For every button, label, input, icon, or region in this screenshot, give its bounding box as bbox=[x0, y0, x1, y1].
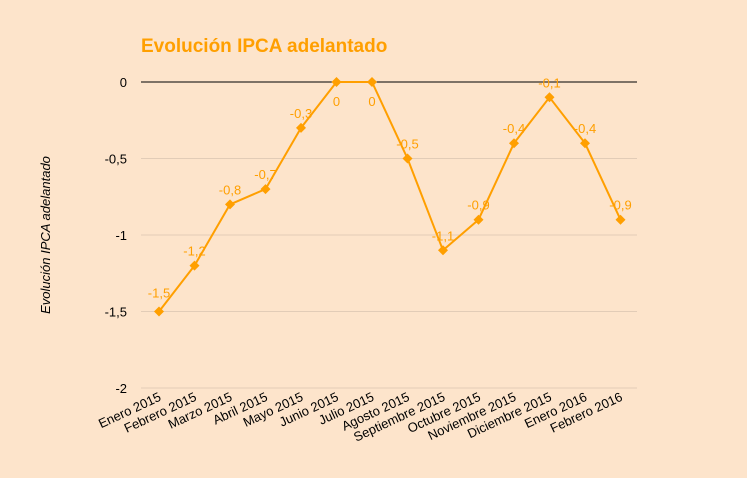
data-label: -1,5 bbox=[148, 286, 170, 301]
data-point bbox=[331, 77, 342, 87]
data-point bbox=[296, 122, 306, 133]
y-axis-label: Evolución IPCA adelantado bbox=[38, 156, 53, 314]
data-label: -0,4 bbox=[574, 121, 596, 136]
data-label: -0,5 bbox=[396, 137, 418, 152]
chart-title: Evolución IPCA adelantado bbox=[141, 36, 388, 57]
data-label: 0 bbox=[368, 94, 375, 109]
data-point bbox=[438, 245, 448, 256]
data-labels: -1,5 -1,2 -0,8 -0,7 -0,3 0 0 -0,5 -1,1 -0,9 -0,4 -0… bbox=[148, 75, 632, 300]
data-label: -0,4 bbox=[503, 121, 525, 136]
data-point bbox=[154, 306, 164, 317]
y-tick-label: -1,5 bbox=[105, 305, 127, 320]
y-tick-label: -1 bbox=[115, 228, 127, 243]
data-point bbox=[580, 138, 590, 149]
data-point bbox=[509, 138, 519, 149]
data-label: -0,8 bbox=[219, 182, 241, 197]
series-markers bbox=[154, 77, 626, 317]
data-point bbox=[225, 199, 235, 210]
data-point bbox=[615, 214, 626, 225]
data-label: -0,3 bbox=[290, 106, 312, 121]
y-tick-label: -0,5 bbox=[105, 152, 127, 167]
y-axis-ticks: 0 -0,5 -1 -1,5 -2 bbox=[105, 75, 127, 396]
data-label: -1,2 bbox=[183, 244, 205, 259]
data-label: 0 bbox=[333, 94, 340, 109]
data-point bbox=[260, 184, 271, 195]
data-label: -0,7 bbox=[254, 167, 276, 182]
y-tick-label: 0 bbox=[120, 75, 127, 90]
data-label: -0,1 bbox=[538, 75, 560, 90]
data-label: -0,9 bbox=[467, 198, 489, 213]
data-point bbox=[402, 153, 413, 164]
data-label: -0,9 bbox=[609, 198, 631, 213]
y-tick-label: -2 bbox=[115, 381, 127, 396]
series-line bbox=[158, 81, 622, 313]
data-label: -1,1 bbox=[432, 228, 454, 243]
data-point bbox=[189, 260, 200, 271]
data-point bbox=[367, 77, 377, 87]
grid-lines bbox=[141, 81, 637, 389]
data-point bbox=[473, 214, 484, 225]
data-point bbox=[544, 92, 555, 103]
series-line-path bbox=[158, 81, 622, 313]
